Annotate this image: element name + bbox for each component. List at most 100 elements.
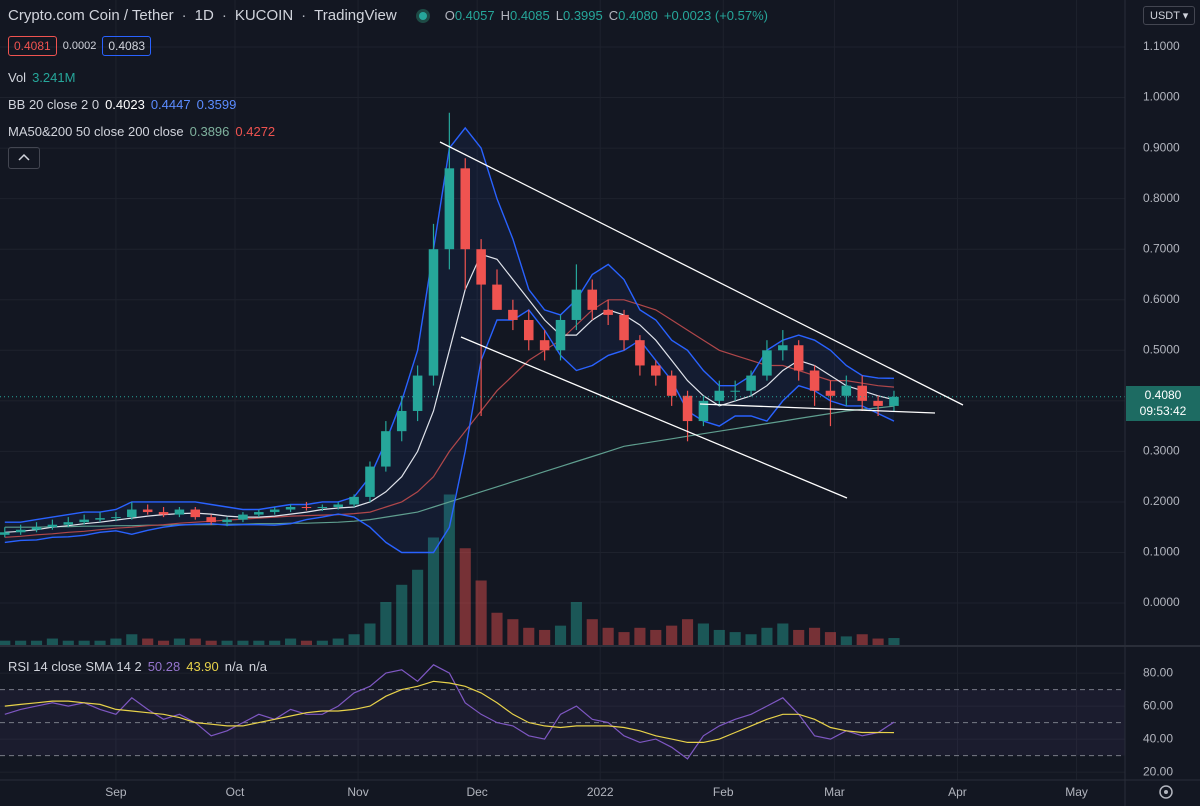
volume-bar bbox=[602, 627, 614, 645]
trade-row: 0.4081 0.0002 0.4083 bbox=[8, 36, 152, 56]
candle-body bbox=[396, 410, 407, 432]
candle-body bbox=[95, 518, 105, 520]
rsi-legend: RSI 14 close SMA 14 2 50.28 43.90 n/a n/… bbox=[8, 659, 267, 674]
volume-bar bbox=[332, 638, 344, 645]
sell-button[interactable]: 0.4081 bbox=[8, 36, 57, 56]
ohlc-key: O bbox=[444, 8, 455, 23]
candle-body bbox=[47, 524, 58, 528]
y-tick-label: 0.7000 bbox=[1143, 241, 1180, 255]
candle-body bbox=[492, 284, 502, 310]
volume-bar bbox=[888, 638, 900, 645]
volume-bar bbox=[554, 625, 567, 645]
volume-bar bbox=[189, 638, 201, 645]
volume-bar bbox=[94, 640, 106, 645]
ma-line bbox=[4, 299, 895, 538]
candle-body bbox=[222, 519, 232, 523]
y-tick-label: 1.0000 bbox=[1143, 90, 1180, 104]
candle-body bbox=[333, 504, 343, 508]
ohlc: O0.4057 H0.4085 L0.3995 C0.4080 +0.0023 (+0.… bbox=[445, 8, 768, 23]
candle-body bbox=[269, 509, 280, 513]
bb-legend: BB 20 close 2 0 0.4023 0.4447 0.3599 bbox=[8, 97, 236, 112]
volume-bar bbox=[427, 537, 440, 645]
status-dot bbox=[418, 11, 427, 20]
symbol[interactable]: Crypto.com Coin / Tether bbox=[8, 7, 174, 24]
last-price: 0.4080 bbox=[1144, 388, 1182, 402]
candle-body bbox=[571, 289, 582, 320]
candle-body bbox=[0, 532, 10, 535]
volume-bar bbox=[348, 634, 360, 645]
legend-name: RSI 14 close SMA 14 2 bbox=[8, 659, 142, 674]
buy-button[interactable]: 0.4083 bbox=[102, 36, 152, 56]
volume-bar bbox=[491, 612, 503, 645]
legend-value: 43.90 bbox=[186, 659, 219, 674]
collapse-button[interactable] bbox=[8, 147, 40, 169]
volume-bar bbox=[300, 640, 313, 645]
legend-value: 0.3896 bbox=[189, 124, 230, 139]
y-tick-label: 0.8000 bbox=[1143, 191, 1180, 205]
volume-bar bbox=[396, 584, 408, 645]
axis-layer: Sep Oct Nov Dec 2022 Feb Mar Apr May 0.0000 0.1000… bbox=[105, 39, 1180, 799]
candle-body bbox=[79, 519, 89, 523]
y-tick-label: 0.5000 bbox=[1143, 342, 1180, 356]
legend-value: 0.4447 bbox=[150, 97, 191, 112]
legend-value: n/a bbox=[224, 659, 243, 674]
y-tick-label: 0.9000 bbox=[1143, 140, 1180, 154]
x-tick-label: Apr bbox=[948, 785, 967, 799]
candle-body bbox=[476, 249, 486, 285]
change: +0.0023 (+0.57%) bbox=[663, 8, 768, 23]
candle-body bbox=[111, 517, 121, 519]
candle-body bbox=[809, 370, 820, 391]
currency-button[interactable]: USDT ▾ bbox=[1143, 6, 1196, 25]
candle-body bbox=[444, 168, 455, 250]
candle-body bbox=[317, 507, 328, 509]
candle-body bbox=[206, 517, 216, 523]
candle-body bbox=[460, 168, 471, 250]
candle-body bbox=[412, 375, 423, 411]
volume-bar bbox=[475, 580, 487, 645]
x-tick-label: Feb bbox=[713, 785, 734, 799]
interval[interactable]: 1D bbox=[194, 7, 214, 24]
candle-body bbox=[841, 385, 852, 396]
y-tick-label: 0.3000 bbox=[1143, 444, 1180, 458]
candle-body bbox=[873, 400, 883, 406]
candle-body bbox=[793, 345, 804, 371]
ohlc-key: C bbox=[608, 8, 619, 23]
volume-bar bbox=[237, 640, 249, 645]
volume-bar bbox=[856, 634, 868, 645]
ohlc-key: L bbox=[555, 8, 563, 23]
volume-bar bbox=[666, 625, 678, 645]
bb-fill bbox=[4, 127, 894, 553]
candle-body bbox=[762, 350, 772, 376]
candle-body bbox=[857, 385, 867, 401]
volume-bar bbox=[126, 634, 138, 645]
volume-bar bbox=[380, 602, 392, 645]
candle-body bbox=[381, 431, 391, 467]
volume-bar bbox=[78, 640, 90, 645]
candle-body bbox=[746, 375, 756, 391]
volume-bar bbox=[62, 640, 74, 645]
volume-bar bbox=[30, 640, 43, 645]
legend-name: Vol bbox=[8, 70, 27, 85]
candle-body bbox=[127, 509, 137, 518]
legend-value: 3.241M bbox=[32, 70, 76, 85]
candle-body bbox=[15, 529, 26, 533]
settings-icon[interactable] bbox=[1159, 785, 1173, 799]
candle-body bbox=[63, 522, 74, 525]
currency: USDT bbox=[1150, 10, 1180, 22]
ohlc-value: 0.4080 bbox=[618, 8, 658, 23]
source: TradingView bbox=[314, 7, 397, 24]
volume-bar bbox=[285, 638, 297, 645]
countdown: 09:53:42 bbox=[1139, 404, 1187, 418]
volume-bar bbox=[809, 627, 821, 645]
legend-name: BB 20 close 2 0 bbox=[8, 97, 100, 112]
candle-body bbox=[142, 509, 153, 513]
volume-bar bbox=[729, 632, 741, 645]
candle-body bbox=[365, 466, 375, 497]
bb-lower bbox=[4, 308, 895, 554]
volume-bar bbox=[110, 638, 122, 645]
volume-bar bbox=[570, 602, 582, 645]
exchange: KUCOIN bbox=[234, 7, 294, 24]
ohlc-value: 0.4057 bbox=[454, 8, 495, 23]
y-tick-label: 0.1000 bbox=[1143, 545, 1180, 559]
separator: · bbox=[181, 7, 187, 24]
